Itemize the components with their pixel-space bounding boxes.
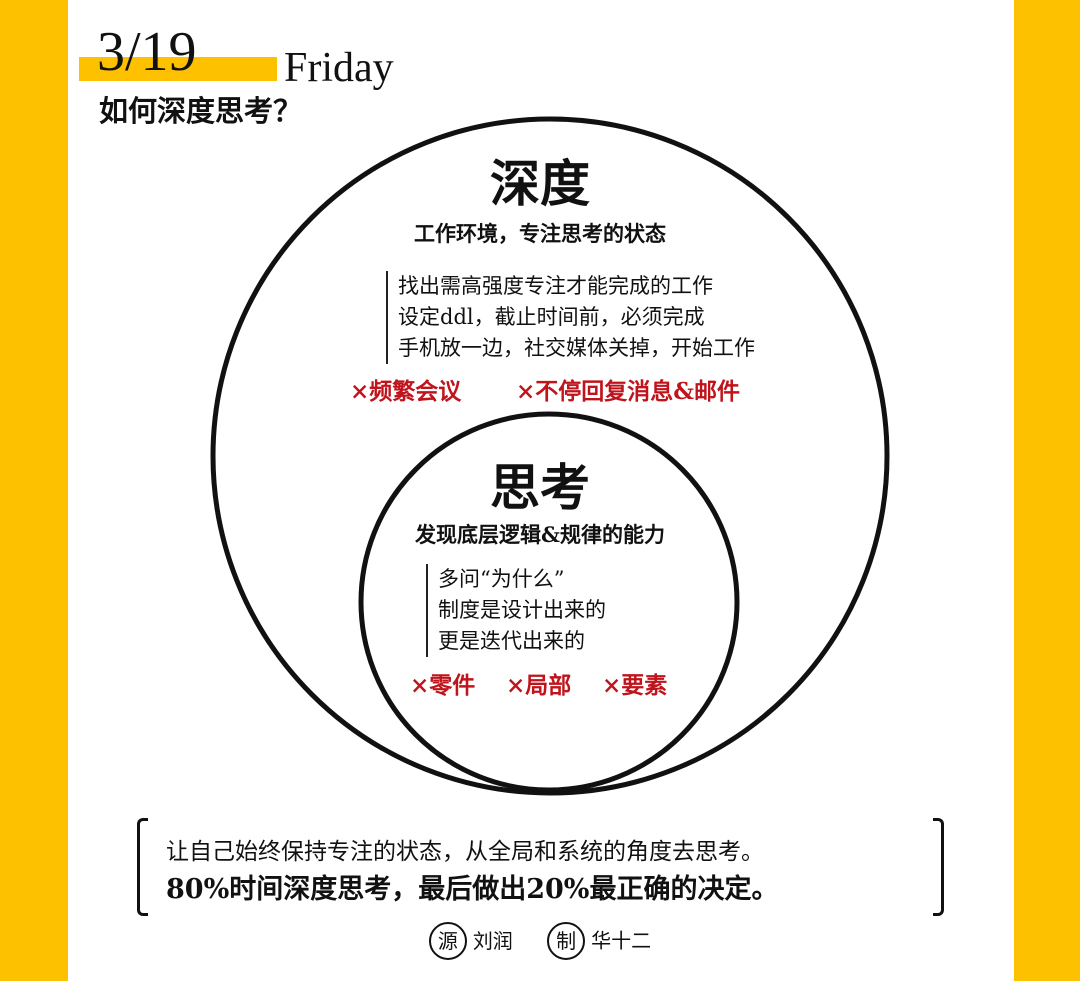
list-item: 找出需高强度专注才能完成的工作 bbox=[398, 274, 713, 298]
weekday-label: Friday bbox=[284, 45, 394, 91]
quote-bracket-left bbox=[137, 818, 148, 916]
source-name: 刘润 bbox=[472, 928, 513, 953]
source-badge: 源 bbox=[428, 921, 467, 960]
outer-avoid-item: ×不停回复消息&邮件 bbox=[516, 378, 741, 405]
date-highlight-bar bbox=[79, 57, 277, 81]
list-item: 制度是设计出来的 bbox=[438, 598, 606, 622]
outer-circle-title: 深度 bbox=[490, 154, 590, 213]
quote-bracket-right bbox=[933, 818, 944, 916]
list-item: 更是迭代出来的 bbox=[438, 629, 585, 653]
content-card bbox=[68, 0, 1014, 981]
page-title: 如何深度思考？ bbox=[99, 94, 303, 128]
date-label: 3/19 bbox=[97, 21, 197, 83]
inner-avoid-item: ×零件 bbox=[410, 672, 476, 699]
maker-name: 华十二 bbox=[591, 928, 652, 953]
inner-avoid-item: ×要素 bbox=[602, 672, 668, 699]
list-item: 设定ddl，截止时间前，必须完成 bbox=[398, 305, 705, 329]
list-item: 多问“为什么” bbox=[438, 567, 565, 591]
credits: 源刘润 制华十二 bbox=[0, 919, 1080, 961]
outer-circle-subtitle: 工作环境，专注思考的状态 bbox=[414, 221, 666, 246]
inner-circle-thinking bbox=[358, 411, 740, 793]
maker-badge: 制 bbox=[547, 921, 586, 960]
list-item: 手机放一边，社交媒体关掉，开始工作 bbox=[398, 336, 755, 360]
inner-avoid-item: ×局部 bbox=[506, 672, 572, 699]
quote-line-2: 80%时间深度思考，最后做出20%最正确的决定。 bbox=[166, 874, 779, 905]
inner-circle-title: 思考 bbox=[490, 458, 590, 517]
outer-avoid-item: ×频繁会议 bbox=[350, 378, 462, 405]
inner-circle-list: 多问“为什么” 制度是设计出来的 更是迭代出来的 bbox=[426, 564, 606, 657]
quote-line-1: 让自己始终保持专注的状态，从全局和系统的角度去思考。 bbox=[166, 839, 764, 865]
outer-circle-list: 找出需高强度专注才能完成的工作 设定ddl，截止时间前，必须完成 手机放一边，社… bbox=[386, 271, 755, 364]
outer-circle-depth bbox=[210, 116, 890, 796]
inner-circle-subtitle: 发现底层逻辑&规律的能力 bbox=[415, 522, 665, 547]
